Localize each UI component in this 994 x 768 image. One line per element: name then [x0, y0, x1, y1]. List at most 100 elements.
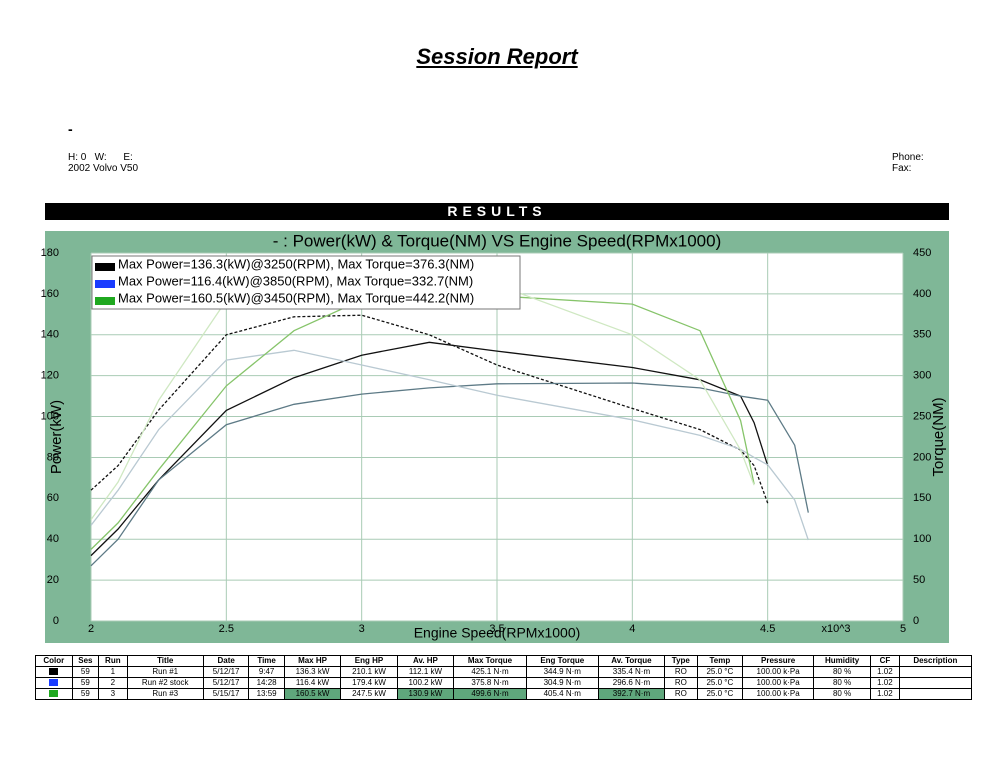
table-cell: 179.4 kW	[340, 677, 398, 689]
column-header: Title	[126, 655, 204, 667]
table-cell: 5/15/17	[202, 688, 250, 700]
legend-box	[91, 255, 521, 310]
table-row: 59 2 Run #2 stock 5/12/17 14:28 116.4 kW 179.4…	[35, 677, 973, 689]
table-cell	[898, 688, 973, 700]
table-cell: RO	[664, 688, 698, 700]
y2-tick-label: 50	[913, 574, 925, 586]
table-cell: 344.9 N·m	[525, 666, 599, 678]
y-tick-label: 160	[41, 288, 59, 300]
table-cell: 80 %	[813, 688, 872, 700]
table-cell: 5/12/17	[202, 666, 250, 678]
table-cell: 100.2 kW	[396, 677, 455, 689]
dims: H: 0 W: E:	[68, 152, 133, 163]
series-line	[90, 349, 809, 541]
results-table: Color Ses Run Title Date Time Max HP Eng HP Av. …	[35, 655, 973, 700]
legend-swatch	[95, 280, 115, 288]
table-cell: 304.9 N·m	[525, 677, 599, 689]
y2-tick-label: 400	[913, 288, 931, 300]
x-unit-label: x10^3	[821, 623, 850, 635]
table-cell: 375.8 N·m	[453, 677, 527, 689]
table-cell: 25.0 °C	[696, 666, 744, 678]
y-tick-label: 0	[53, 615, 59, 627]
column-header: Temp	[696, 655, 744, 667]
x-tick-label: 4	[629, 623, 635, 635]
x-tick-label: 2.5	[219, 623, 234, 635]
y-tick-label: 80	[47, 451, 59, 463]
y-tick-label: 100	[41, 410, 59, 422]
table-cell: Run #1	[126, 666, 204, 678]
table-cell: 112.1 kW	[396, 666, 455, 678]
y-tick-label: 20	[47, 574, 59, 586]
column-header: Type	[664, 655, 698, 667]
table-cell: 116.4 kW	[283, 677, 342, 689]
table-cell: 80 %	[813, 677, 872, 689]
fax: Fax:	[892, 163, 912, 174]
table-cell: 14:28	[248, 677, 285, 689]
column-header: Color	[35, 655, 73, 667]
table-cell: 247.5 kW	[340, 688, 398, 700]
table-cell: 3	[98, 688, 128, 700]
table-cell: 59	[71, 677, 100, 689]
section-bar: RESULTS	[45, 203, 949, 220]
y-tick-label: 180	[41, 247, 59, 259]
y2-tick-label: 250	[913, 410, 931, 422]
table-cell: Run #2 stock	[126, 677, 204, 689]
x-tick-label: 5	[900, 623, 906, 635]
table-cell: 59	[71, 688, 100, 700]
legend-label: Max Power=160.5(kW)@3450(RPM), Max Torqu…	[118, 290, 474, 305]
report-title: Session Report	[0, 44, 994, 70]
column-header: CF	[870, 655, 900, 667]
y2-tick-label: 100	[913, 533, 931, 545]
table-cell: 59	[71, 666, 100, 678]
y2-tick-label: 300	[913, 370, 931, 382]
report-title-text: Session Report	[416, 44, 578, 69]
y-tick-label: 60	[47, 492, 59, 504]
table-cell	[898, 666, 973, 678]
y-tick-label: 140	[41, 329, 59, 341]
table-cell: 25.0 °C	[696, 688, 744, 700]
column-header: Av. HP	[396, 655, 455, 667]
column-header: Max HP	[283, 655, 342, 667]
x-tick-label: 2	[88, 623, 94, 635]
table-cell: 25.0 °C	[696, 677, 744, 689]
table-cell: 100.00 k·Pa	[742, 688, 815, 700]
y-axis-label: Power(kW)	[48, 400, 65, 474]
table-cell: 136.3 kW	[283, 666, 342, 678]
table-cell: RO	[664, 677, 698, 689]
table-cell: 2	[98, 677, 128, 689]
table-cell: 100.00 k·Pa	[742, 677, 815, 689]
color-cell	[35, 666, 73, 678]
table-cell: 405.4 N·m	[525, 688, 599, 700]
chart: - : Power(kW) & Torque(NM) VS Engine Spe…	[41, 231, 949, 643]
color-swatch	[49, 679, 59, 687]
color-swatch	[49, 690, 59, 698]
table-cell: 296.6 N·m	[597, 677, 666, 689]
color-swatch	[49, 668, 59, 676]
legend-label: Max Power=116.4(kW)@3850(RPM), Max Torqu…	[118, 273, 473, 288]
column-header: Ses	[71, 655, 100, 667]
table-cell: 130.9 kW	[396, 688, 455, 700]
table-row: 59 3 Run #3 5/15/17 13:59 160.5 kW 247.5 kW 130…	[35, 688, 973, 700]
dash: -	[68, 121, 73, 137]
vehicle: 2002 Volvo V50	[68, 163, 139, 174]
x-tick-label: 4.5	[760, 623, 775, 635]
table-row: 59 1 Run #1 5/12/17 9:47 136.3 kW 210.1 kW 112.…	[35, 666, 973, 678]
table-cell: 210.1 kW	[340, 666, 398, 678]
chart-title: - : Power(kW) & Torque(NM) VS Engine Spe…	[273, 231, 721, 250]
x-tick-label: 3.5	[489, 623, 504, 635]
y-tick-label: 40	[47, 533, 59, 545]
table-cell: 160.5 kW	[283, 688, 342, 700]
table-cell: 13:59	[248, 688, 285, 700]
table-cell	[898, 677, 973, 689]
table-cell: 80 %	[813, 666, 872, 678]
column-header: Time	[248, 655, 285, 667]
table-cell: 392.7 N·m	[597, 688, 666, 700]
table-cell: 425.1 N·m	[453, 666, 527, 678]
table-cell: 1.02	[870, 677, 900, 689]
y2-tick-label: 150	[913, 492, 931, 504]
y2-tick-label: 350	[913, 329, 931, 341]
series-line	[90, 382, 809, 567]
column-header: Eng Torque	[525, 655, 599, 667]
phone: Phone:	[892, 152, 924, 163]
